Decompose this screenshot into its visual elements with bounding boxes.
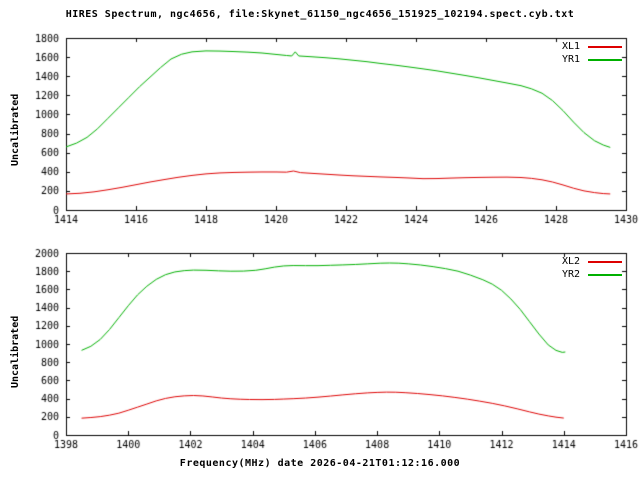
legend-item-xl2: XL2 (562, 256, 622, 267)
legend-label-yr1: YR1 (561, 54, 580, 65)
legend-line-yr1 (588, 58, 622, 61)
legend-label-xl2: XL2 (561, 256, 580, 267)
legend-item-yr2: YR2 (562, 269, 622, 280)
y-axis-label-top: Uncalibrated (10, 93, 21, 166)
x-axis-label: Frequency(MHz) date 2026-04-21T01:12:16.… (179, 458, 461, 469)
legend-line-xl2 (588, 260, 622, 263)
chart-title: HIRES Spectrum, ngc4656, file:Skynet_611… (65, 9, 575, 20)
legend-bottom: XL2 YR2 (562, 256, 622, 280)
legend-item-xl1: XL1 (562, 41, 622, 52)
legend-line-xl1 (588, 45, 622, 48)
legend-top: XL1 YR1 (562, 41, 622, 65)
legend-line-yr2 (588, 273, 622, 276)
legend-label-yr2: YR2 (561, 269, 580, 280)
legend-label-xl1: XL1 (561, 41, 580, 52)
legend-item-yr1: YR1 (562, 54, 622, 65)
y-axis-label-bottom: Uncalibrated (10, 315, 21, 388)
